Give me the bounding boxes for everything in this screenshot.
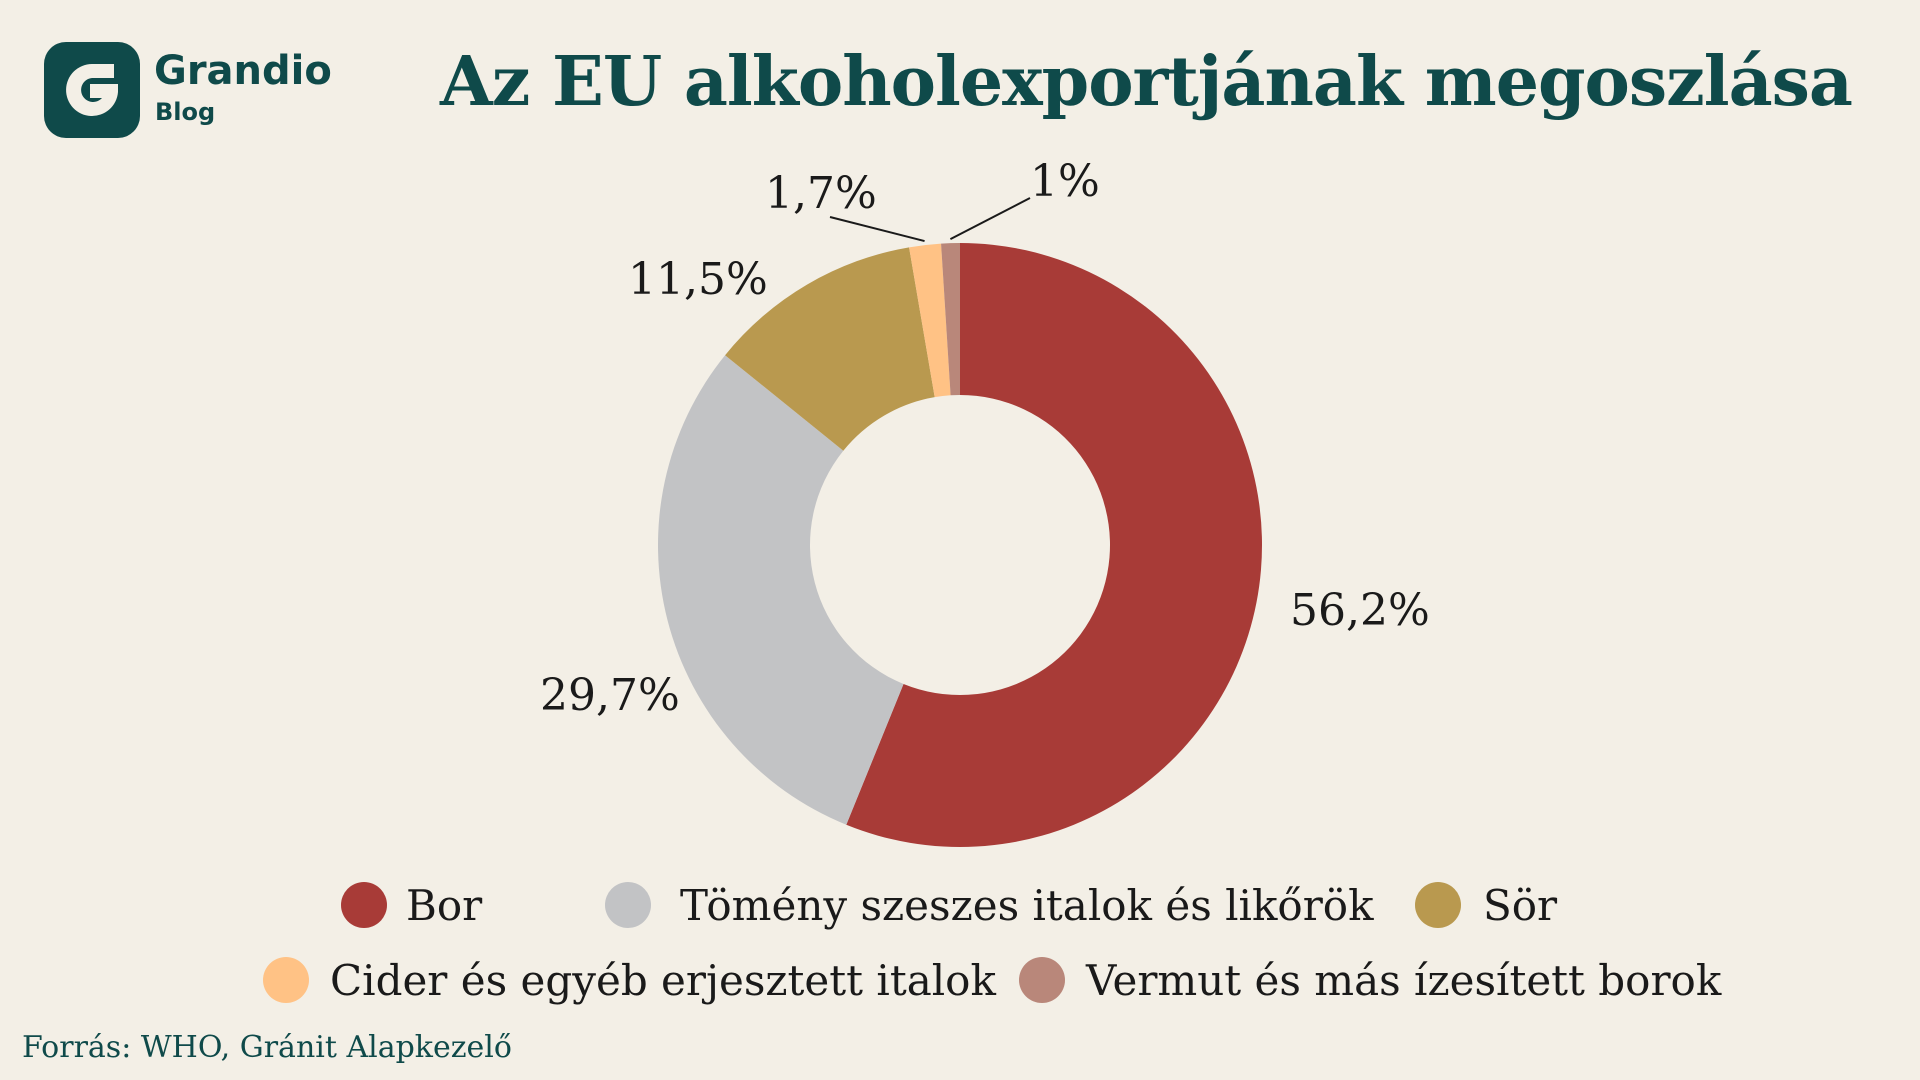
legend-swatch (605, 882, 651, 928)
slice-percent-label: 1,7% (765, 168, 877, 219)
legend-item: Tömény szeszes italok és likőrök (605, 881, 1374, 930)
chart-title: Az EU alkoholexportjának megoszlása (440, 42, 1853, 122)
brand-sub: Blog (155, 98, 216, 126)
grandio-logo[interactable]: Grandio Blog (42, 40, 362, 140)
legend-label: Tömény szeszes italok és likőrök (680, 881, 1374, 930)
legend-swatch (341, 882, 387, 928)
source-note: Forrás: WHO, Gránit Alapkezelő (22, 1030, 512, 1065)
legend-swatch (263, 957, 309, 1003)
legend-label: Vermut és más ízesített borok (1085, 956, 1722, 1005)
legend-label: Sör (1483, 881, 1558, 930)
leader-line (829, 216, 925, 243)
donut-slice (657, 355, 904, 825)
legend-label: Bor (406, 881, 483, 930)
slice-percent-label: 29,7% (540, 670, 680, 721)
leader-line (949, 197, 1031, 241)
slice-percent-label: 56,2% (1290, 585, 1430, 636)
legend-item: Bor (341, 881, 483, 930)
brand-name: Grandio (154, 48, 332, 94)
donut-slice (909, 243, 951, 398)
legend-swatch (1019, 957, 1065, 1003)
donut-slice (846, 243, 1262, 847)
donut-slice (725, 247, 935, 451)
legend-item: Vermut és más ízesített borok (1019, 956, 1722, 1005)
legend-label: Cider és egyéb erjesztett italok (330, 956, 996, 1005)
legend-item: Cider és egyéb erjesztett italok (263, 956, 996, 1005)
slice-percent-label: 11,5% (628, 254, 768, 305)
grandio-g-logo-icon (44, 42, 140, 138)
legend-item: Sör (1415, 881, 1558, 930)
legend-swatch (1415, 882, 1461, 928)
donut-slice (941, 243, 960, 396)
slice-percent-label: 1% (1030, 156, 1100, 207)
